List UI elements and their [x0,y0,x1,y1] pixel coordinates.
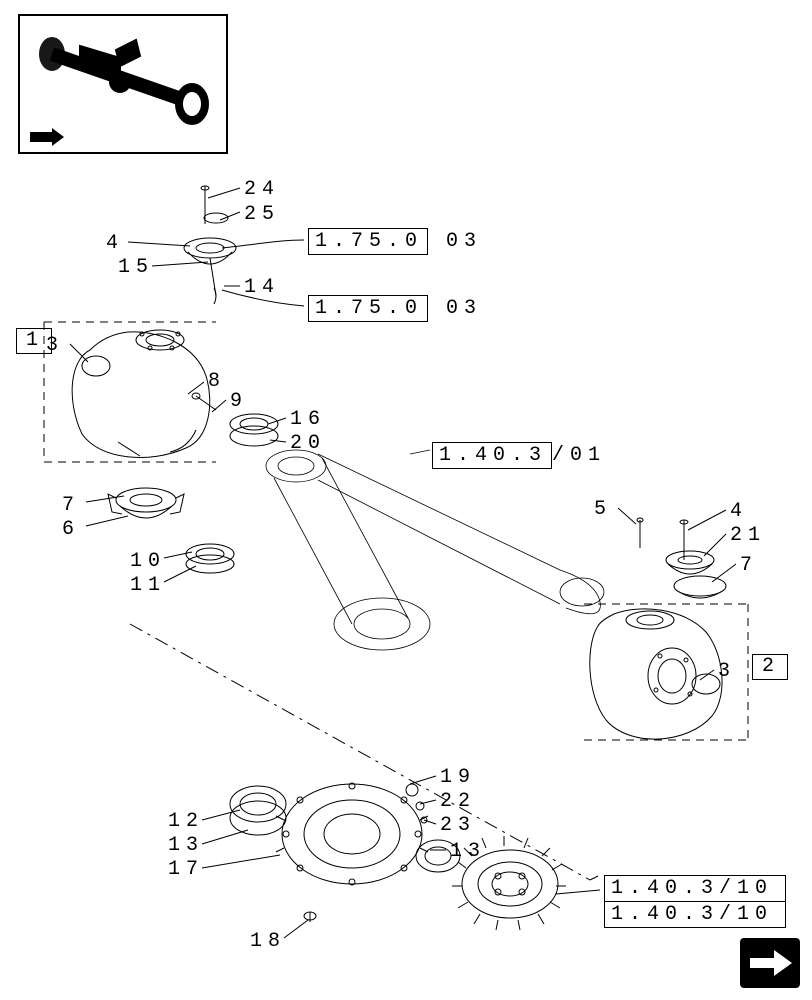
page-root: 1.75.0 03 1.75.0 03 1.40.3/01 1.40.3/101.40… [0,0,812,1000]
callout-9: 9 [230,390,248,413]
reference-ref1: 1.75.0 03 [308,228,482,255]
callout-24: 24 [244,178,280,201]
callout-19: 19 [440,766,476,789]
reference-stack-line: 1.40.3/10 [604,901,786,928]
callout-25: 25 [244,203,280,226]
callout-13: 13 [450,840,486,863]
thumbnail-arrow-icon [30,128,64,146]
reference-ref2: 1.75.0 03 [308,295,482,322]
callout-7: 7 [62,494,80,517]
callout-5: 5 [594,498,612,521]
callout-6: 6 [62,518,80,541]
callout-4: 4 [730,500,748,523]
reference-stack-line: 1.40.3/10 [604,875,786,902]
callout-3: 3 [718,660,736,683]
reference-ref3: 1.40.3/01 [432,442,606,469]
callout-23: 23 [440,814,476,837]
callout-16: 16 [290,408,326,431]
callout-10: 10 [130,550,166,573]
callout-17: 17 [168,858,204,881]
thumbnail-frame [18,14,228,154]
callout-14: 14 [244,276,280,299]
callout-15: 15 [118,256,154,279]
callout-4: 4 [106,232,124,255]
callout-8: 8 [208,370,226,393]
callout-21: 21 [730,524,766,547]
callout-22: 22 [440,790,476,813]
page-next-arrow[interactable] [740,938,800,988]
callout-11: 11 [130,574,166,597]
callout-12: 12 [168,810,204,833]
group-box-2: 2 [752,654,788,680]
arrow-right-icon [740,938,800,988]
callout-13: 13 [168,834,204,857]
group-box-1: 1 [16,328,52,354]
callout-18: 18 [250,930,286,953]
callout-7: 7 [740,554,758,577]
callout-20: 20 [290,432,326,455]
